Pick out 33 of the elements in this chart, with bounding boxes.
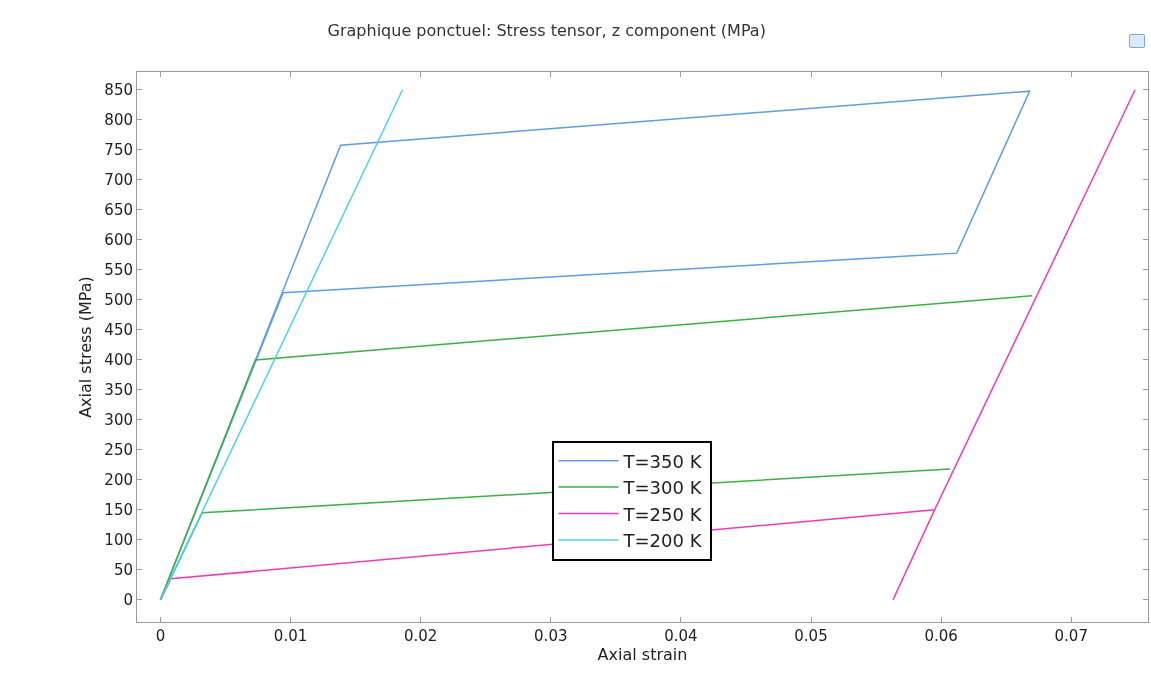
y-tick-label: 200 xyxy=(104,471,133,490)
y-tick-label: 400 xyxy=(104,351,133,370)
y-tick-label: 250 xyxy=(104,441,133,460)
x-tick-label: 0.02 xyxy=(403,627,438,645)
x-axis-title: Axial strain xyxy=(597,645,688,664)
y-tick-label: 850 xyxy=(104,81,133,100)
y-tick-label: 450 xyxy=(104,321,133,340)
y-axis-title: Axial stress (MPa) xyxy=(76,276,96,418)
x-tick-label: 0.07 xyxy=(1054,627,1088,645)
x-tick-label: 0.04 xyxy=(664,627,698,645)
y-tick-label: 350 xyxy=(104,381,133,400)
y-tick-label: 800 xyxy=(104,111,133,130)
y-tick-label: 0 xyxy=(123,591,133,610)
legend-label: T=250 K xyxy=(622,503,703,525)
x-tick-label: 0 xyxy=(155,627,166,645)
x-tick-label: 0.01 xyxy=(273,627,308,645)
y-tick-label: 150 xyxy=(104,501,133,520)
y-tick-label: 500 xyxy=(104,291,133,310)
y-tick-label: 700 xyxy=(104,171,133,190)
y-tick-label: 550 xyxy=(104,261,133,280)
legend-label: T=200 K xyxy=(622,529,703,551)
y-tick-label: 300 xyxy=(104,411,133,430)
legend-label: T=350 K xyxy=(622,450,703,472)
y-tick-label: 750 xyxy=(104,141,133,160)
x-tick-label: 0.06 xyxy=(924,627,958,645)
chart-title: Graphique ponctuel: Stress tensor, z component (MPa) xyxy=(327,21,766,41)
x-tick-label: 0.05 xyxy=(794,627,828,645)
legend-label: T=300 K xyxy=(622,477,703,499)
y-tick-label: 50 xyxy=(113,561,133,580)
x-tick-label: 0.03 xyxy=(534,627,568,645)
y-tick-label: 100 xyxy=(104,531,133,550)
y-tick-label: 650 xyxy=(104,201,133,220)
y-tick-label: 600 xyxy=(104,231,133,250)
